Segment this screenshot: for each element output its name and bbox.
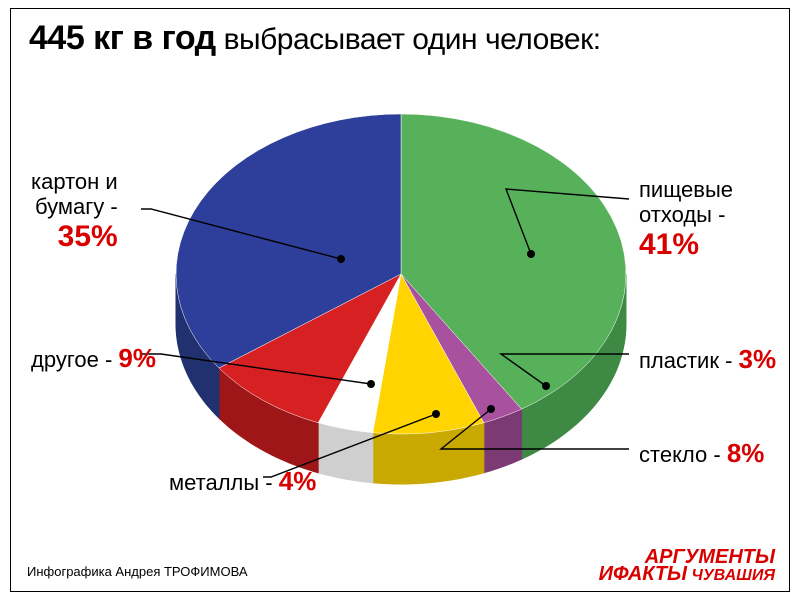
label-plastic: пластик - 3% <box>639 345 776 375</box>
footer-credit: Инфографика Андрея ТРОФИМОВА <box>27 564 248 579</box>
title-rest: выбрасывает один человек: <box>216 23 601 56</box>
logo-line2: ИФАКТЫ ЧУВАШИЯ <box>599 566 775 583</box>
pie-chart <box>171 74 631 494</box>
label-metals: металлы - 4% <box>169 467 316 497</box>
infographic-frame: 445 кг в год выбрасывает один человек: к… <box>10 8 790 592</box>
page-title: 445 кг в год выбрасывает один человек: <box>29 19 601 58</box>
publisher-logo: АРГУМЕНТЫ ИФАКТЫ ЧУВАШИЯ <box>599 549 775 583</box>
title-bold: 445 кг в год <box>29 19 216 57</box>
label-paper: картон ибумагу -35% <box>31 169 118 254</box>
label-glass: стекло - 8% <box>639 439 764 469</box>
label-other: другое - 9% <box>31 344 156 374</box>
label-food: пищевыеотходы -41% <box>639 177 733 262</box>
